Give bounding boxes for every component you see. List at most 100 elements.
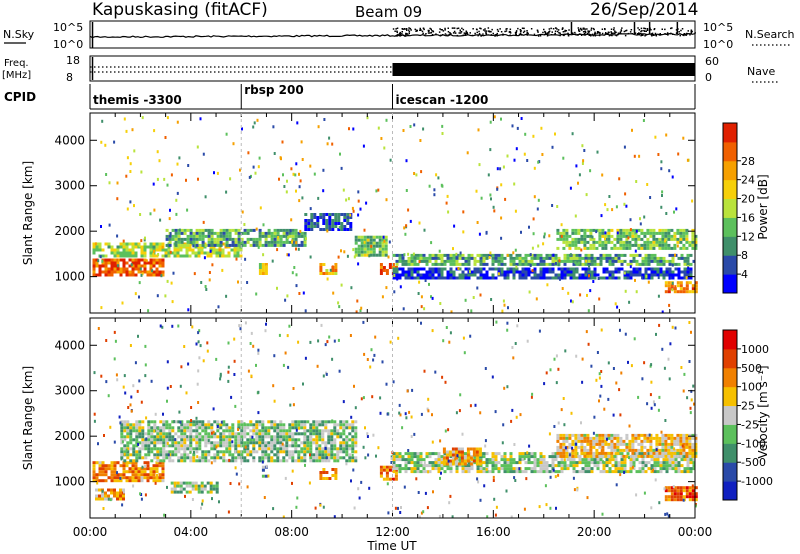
velocity-colorbar-label-0: 1000 (741, 343, 769, 356)
nsearch-tick-bottom: 10^0 (703, 38, 733, 51)
power-region-10 (392, 267, 693, 280)
velocity-scatter (93, 320, 697, 519)
cpid-segment-1: rbsp 200 (244, 83, 303, 97)
freq-trace (90, 57, 695, 80)
velocity-region-8 (556, 433, 698, 458)
nsky-trace (89, 22, 696, 48)
velocity-colorbar-label-3: 25 (741, 400, 755, 413)
x-axis-label: Time UT (366, 539, 417, 553)
power-colorbar-swatch-1 (723, 255, 737, 275)
velocity-colorbar: 1000 500 100 25 -25 -100 -500 -1000 (722, 329, 773, 501)
velocity-colorbar-frame (722, 329, 738, 501)
x-tick-label-2: 08:00 (274, 525, 309, 539)
velocity-region-3 (170, 481, 219, 494)
x-tick-label-4: 16:00 (476, 525, 511, 539)
velocity-colorbar-label-6: -500 (741, 456, 766, 469)
beam-title: Beam 09 (355, 3, 422, 21)
velocity-region-2 (120, 420, 358, 463)
power-colorbar-frame (722, 122, 738, 294)
power-colorbar-swatch-3 (723, 217, 737, 237)
nave-label: Nave (747, 65, 775, 78)
velocity-region-6 (392, 452, 696, 474)
velocity-colorbar-swatch-0 (723, 481, 737, 501)
power-colorbar-label-0: 4 (741, 268, 748, 281)
nsearch-label: N.Search (745, 28, 795, 41)
power-colorbar: 4 8 12 16 20 24 28 (722, 122, 755, 294)
power-colorbar-swatch-4 (723, 198, 737, 218)
cpid-segment-0: themis -3300 (93, 93, 182, 107)
freq-units: [MHz] (2, 70, 31, 81)
x-tick-label-1: 04:00 (174, 525, 209, 539)
freq-label: Freq. (4, 58, 29, 69)
velocity-ytick-label-3: 4000 (54, 338, 85, 352)
velocity-colorbar-swatch-3 (723, 424, 737, 444)
power-region-5 (379, 263, 398, 275)
nsky-label: N.Sky (3, 28, 35, 41)
nsky-line (89, 32, 696, 39)
power-colorbar-label-4: 20 (741, 193, 755, 206)
velocity-region-0 (92, 461, 165, 483)
freq-panel: Freq. [MHz] 18 8 60 0 Nave (2, 54, 778, 84)
power-ytick-label-1: 2000 (54, 224, 85, 238)
power-colorbar-label-3: 16 (741, 211, 755, 224)
velocity-colorbar-swatch-8 (723, 330, 737, 350)
power-colorbar-swatch-6 (723, 160, 737, 181)
velocity-colorbar-label: Velocity [m s⁻¹] (756, 365, 770, 458)
power-colorbar-label-6: 28 (741, 155, 755, 168)
power-ylabel: Slant Range [km] (21, 161, 35, 265)
nsky-tick-bottom: 10^0 (53, 38, 83, 51)
freq-tick-top: 18 (66, 54, 80, 67)
velocity-ytick-label-2: 3000 (54, 384, 85, 398)
velocity-colorbar-swatch-4 (723, 405, 737, 425)
velocity-panel: 1000 2000 3000 4000 Slant Range [km] 1000 50… (21, 317, 773, 519)
nsky-tick-top: 10^5 (53, 21, 83, 34)
x-tick-label-6: 00:00 (678, 525, 713, 539)
nsearch-dots (392, 27, 696, 37)
power-colorbar-swatch-5 (723, 179, 737, 200)
velocity-ytick-label-1: 2000 (54, 429, 85, 443)
x-tick-label-5: 20:00 (577, 525, 612, 539)
power-colorbar-label-1: 8 (741, 249, 748, 262)
power-colorbar-label-2: 12 (741, 230, 755, 243)
power-colorbar-label-5: 24 (741, 174, 755, 187)
power-colorbar-swatch-7 (723, 141, 737, 162)
power-region-7 (258, 263, 268, 275)
velocity-colorbar-swatch-1 (723, 462, 737, 482)
velocity-region-5 (379, 465, 398, 481)
nave-high-block (392, 63, 695, 76)
power-data (92, 115, 698, 314)
power-scatter (94, 115, 694, 314)
power-region-6 (319, 263, 338, 275)
velocity-ytick-label-0: 1000 (54, 475, 85, 489)
nsky-panel: N.Sky 10^5 10^0 10^5 10^0 N.Search (3, 20, 795, 51)
velocity-colorbar-label-5: -100 (741, 437, 766, 450)
velocity-colorbar-swatch-2 (723, 443, 737, 463)
cpid-segments: themis -3300 rbsp 200 icescan -1200 (93, 83, 488, 109)
nave-tick-bottom: 0 (705, 71, 712, 84)
power-colorbar-swatch-8 (723, 123, 737, 143)
velocity-colorbar-swatch-5 (723, 386, 737, 407)
power-region-2 (165, 228, 307, 247)
velocity-ylabel: Slant Range [km] (21, 366, 35, 470)
nave-tick-top: 60 (705, 55, 719, 68)
power-colorbar-swatch-0 (723, 274, 737, 294)
velocity-colorbar-swatch-7 (723, 348, 737, 369)
velocity-colorbar-label-7: -1000 (741, 475, 773, 488)
power-ytick-label-0: 1000 (54, 270, 85, 284)
freq-tick-bottom: 8 (66, 71, 73, 84)
velocity-colorbar-label-1: 500 (741, 362, 762, 375)
cpid-row: CPID themis -3300 rbsp 200 icescan -1200 (4, 83, 696, 110)
power-region-3 (304, 213, 353, 231)
velocity-colorbar-swatch-6 (723, 367, 737, 388)
cpid-label: CPID (4, 90, 36, 104)
x-tick-label-0: 00:00 (73, 525, 108, 539)
velocity-region-4 (319, 468, 338, 480)
power-ytick-label-3: 4000 (54, 133, 85, 147)
power-ytick-label-2: 3000 (54, 179, 85, 193)
velocity-data (92, 320, 698, 519)
x-tick-label-3: 12:00 (375, 525, 410, 539)
velocity-region-9 (664, 486, 698, 502)
nsearch-tick-top: 10^5 (703, 21, 733, 34)
velocity-colorbar-label-2: 100 (741, 381, 762, 394)
